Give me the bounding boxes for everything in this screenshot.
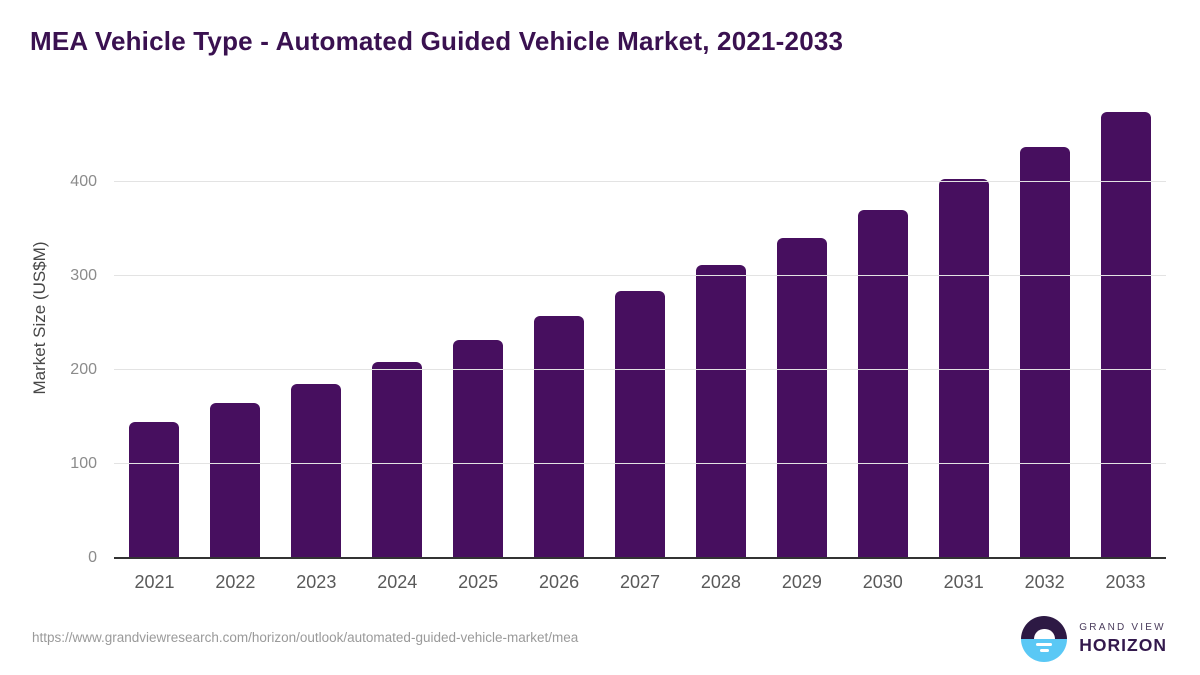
bar-2027[interactable]: [614, 290, 665, 558]
x-tick-label-2033: 2033: [1105, 572, 1146, 592]
bar-slot-2033: [1085, 96, 1166, 558]
bar-2025[interactable]: [453, 339, 504, 558]
bar-slot-2028: [680, 96, 761, 558]
y-tick-label-400: 400: [70, 172, 97, 190]
x-tick-label-2029: 2029: [781, 572, 822, 592]
grand-view-horizon-logo: GRAND VIEW HORIZON: [1021, 616, 1167, 662]
y-tick-label-100: 100: [70, 454, 97, 472]
x-tick-label-2025: 2025: [458, 572, 499, 592]
bar-slot-2029: [761, 96, 842, 558]
x-tick-label-2027: 2027: [619, 572, 661, 592]
y-tick-label-200: 200: [70, 360, 97, 378]
x-axis-line: [114, 557, 1166, 559]
bar-slot-2024: [357, 96, 438, 558]
bar-2023[interactable]: [291, 383, 342, 558]
x-tick-label-2032: 2032: [1024, 572, 1065, 592]
bar-slot-2027: [600, 96, 681, 558]
logo-product-name: HORIZON: [1079, 635, 1167, 655]
gridline-y-300: [114, 274, 1166, 276]
logo-brand-name: GRAND VIEW: [1079, 622, 1166, 633]
bar-slot-2025: [438, 96, 519, 558]
bars-container: [114, 96, 1166, 558]
bar-slot-2030: [842, 96, 923, 558]
x-tick-label-2021: 2021: [134, 572, 175, 592]
bar-2024[interactable]: [372, 362, 423, 558]
x-tick-label-2030: 2030: [862, 572, 903, 592]
bar-slot-2022: [195, 96, 276, 558]
bar-2029[interactable]: [776, 238, 827, 558]
bar-2033[interactable]: [1100, 112, 1151, 558]
gridline-y-100: [114, 462, 1166, 464]
x-tick-label-2028: 2028: [700, 572, 741, 592]
gridline-y-200: [114, 368, 1166, 370]
bar-2021[interactable]: [129, 421, 180, 558]
y-tick-label-0: 0: [88, 549, 97, 566]
x-tick-label-2024: 2024: [377, 572, 418, 592]
plot-area: 2021 2022 2023 2024 2025 2026 2027 2028 2029 2030…: [70, 96, 1166, 592]
bar-slot-2023: [276, 96, 357, 558]
bar-2032[interactable]: [1019, 146, 1070, 558]
x-axis-labels: 2021 2022 2023 2024 2025 2026 2027 2028 2029 2030…: [114, 558, 1166, 593]
x-tick-label-2026: 2026: [539, 572, 580, 592]
gridline-y-400: [114, 180, 1166, 182]
y-axis-title: Market Size (US$M): [30, 241, 49, 395]
bar-2026[interactable]: [534, 316, 585, 558]
sun-icon: [1033, 628, 1055, 639]
bar-2022[interactable]: [210, 402, 261, 558]
source-url: https://www.grandviewresearch.com/horizo…: [32, 630, 579, 645]
bar-slot-2021: [114, 96, 195, 558]
bar-2031[interactable]: [938, 178, 989, 558]
x-tick-label-2031: 2031: [943, 572, 984, 592]
reflection-line-icon: [1036, 642, 1053, 646]
sunrise-horizon-icon: [1021, 616, 1068, 662]
x-tick-label-2023: 2023: [296, 572, 337, 592]
reflection-line-icon: [1039, 648, 1049, 652]
chart-title: MEA Vehicle Type - Automated Guided Vehi…: [30, 26, 844, 56]
y-tick-label-300: 300: [70, 266, 97, 284]
logo-text: GRAND VIEW HORIZON: [1079, 622, 1167, 656]
bar-2030[interactable]: [857, 209, 908, 558]
bar-slot-2026: [519, 96, 600, 558]
bar-slot-2032: [1004, 96, 1085, 558]
bar-2028[interactable]: [695, 265, 746, 558]
bar-slot-2031: [923, 96, 1004, 558]
x-tick-label-2022: 2022: [215, 572, 256, 592]
